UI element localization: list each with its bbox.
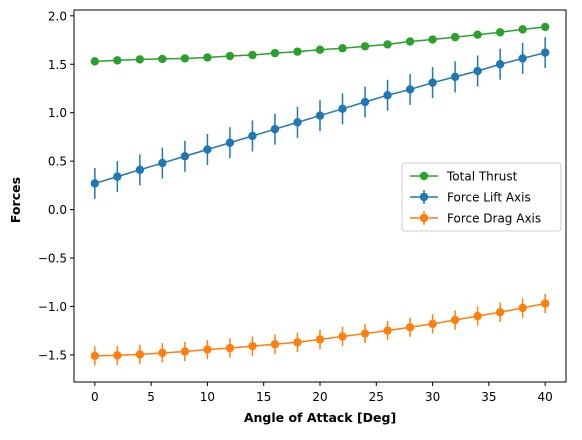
- data-point: [383, 40, 391, 48]
- x-tick-label: 15: [256, 390, 271, 404]
- y-axis-label: Forces: [8, 177, 23, 223]
- data-point: [293, 47, 301, 55]
- data-point: [91, 57, 99, 65]
- data-point: [428, 78, 436, 86]
- data-point: [91, 352, 99, 360]
- data-point: [181, 152, 189, 160]
- legend-label: Force Drag Axis: [447, 212, 541, 226]
- data-point: [338, 105, 346, 113]
- data-point: [496, 28, 504, 36]
- data-point: [473, 31, 481, 39]
- data-point: [428, 320, 436, 328]
- series-0: [91, 23, 550, 66]
- y-tick-label: 2.0: [48, 9, 67, 23]
- data-point: [293, 118, 301, 126]
- data-point: [406, 37, 414, 45]
- data-point: [316, 335, 324, 343]
- data-point: [496, 60, 504, 68]
- data-point: [383, 91, 391, 99]
- data-point: [361, 42, 369, 50]
- data-point: [248, 132, 256, 140]
- legend-swatch-marker: [420, 193, 428, 201]
- data-point: [113, 351, 121, 359]
- data-point: [158, 159, 166, 167]
- data-point: [181, 54, 189, 62]
- data-point: [316, 46, 324, 54]
- x-tick-label: 5: [147, 390, 155, 404]
- data-point: [113, 56, 121, 64]
- data-point: [496, 308, 504, 316]
- legend-label: Force Lift Axis: [447, 191, 531, 205]
- y-tick-label: 0.5: [48, 155, 67, 169]
- data-point: [136, 350, 144, 358]
- legend-label: Total Thrust: [446, 170, 518, 184]
- data-point: [451, 316, 459, 324]
- x-axis-label: Angle of Attack [Deg]: [244, 410, 396, 425]
- data-point: [181, 347, 189, 355]
- data-point: [293, 338, 301, 346]
- data-point: [226, 139, 234, 147]
- data-point: [518, 54, 526, 62]
- data-point: [248, 51, 256, 59]
- data-point: [473, 67, 481, 75]
- data-point: [473, 312, 481, 320]
- data-point: [136, 166, 144, 174]
- data-point: [406, 85, 414, 93]
- data-point: [518, 25, 526, 33]
- data-point: [338, 332, 346, 340]
- y-tick-label: 0.0: [48, 203, 67, 217]
- data-point: [541, 48, 549, 56]
- data-point: [316, 111, 324, 119]
- data-point: [226, 52, 234, 60]
- data-point: [203, 53, 211, 61]
- data-point: [271, 49, 279, 57]
- data-point: [158, 349, 166, 357]
- data-point: [338, 44, 346, 52]
- data-point: [541, 299, 549, 307]
- y-tick-label: −1.0: [38, 300, 67, 314]
- data-point: [451, 33, 459, 41]
- data-point: [406, 323, 414, 331]
- data-point: [383, 326, 391, 334]
- x-tick-label: 25: [369, 390, 384, 404]
- data-point: [203, 145, 211, 153]
- data-point: [451, 73, 459, 81]
- y-tick-label: −1.5: [38, 348, 67, 362]
- data-point: [541, 23, 549, 31]
- data-point: [203, 345, 211, 353]
- x-tick-label: 20: [312, 390, 327, 404]
- y-tick-label: 1.0: [48, 106, 67, 120]
- data-point: [361, 329, 369, 337]
- data-point: [271, 125, 279, 133]
- data-point: [158, 55, 166, 63]
- data-point: [91, 179, 99, 187]
- data-point: [361, 98, 369, 106]
- legend: Total Thrust Force Lift Axis Force Drag Ax…: [402, 163, 561, 231]
- x-tick-label: 40: [538, 390, 553, 404]
- x-tick-label: 0: [91, 390, 99, 404]
- data-point: [113, 172, 121, 180]
- y-tick-label: −0.5: [38, 252, 67, 266]
- y-tick-label: 1.5: [48, 58, 67, 72]
- data-point: [428, 35, 436, 43]
- legend-swatch-marker: [420, 214, 428, 222]
- legend-swatch-marker: [420, 172, 428, 180]
- x-tick-label: 30: [425, 390, 440, 404]
- data-point: [226, 344, 234, 352]
- data-point: [136, 55, 144, 63]
- x-tick-label: 10: [200, 390, 215, 404]
- data-point: [518, 304, 526, 312]
- data-point: [271, 340, 279, 348]
- data-point: [248, 342, 256, 350]
- series-2: [91, 294, 550, 366]
- x-tick-label: 35: [481, 390, 496, 404]
